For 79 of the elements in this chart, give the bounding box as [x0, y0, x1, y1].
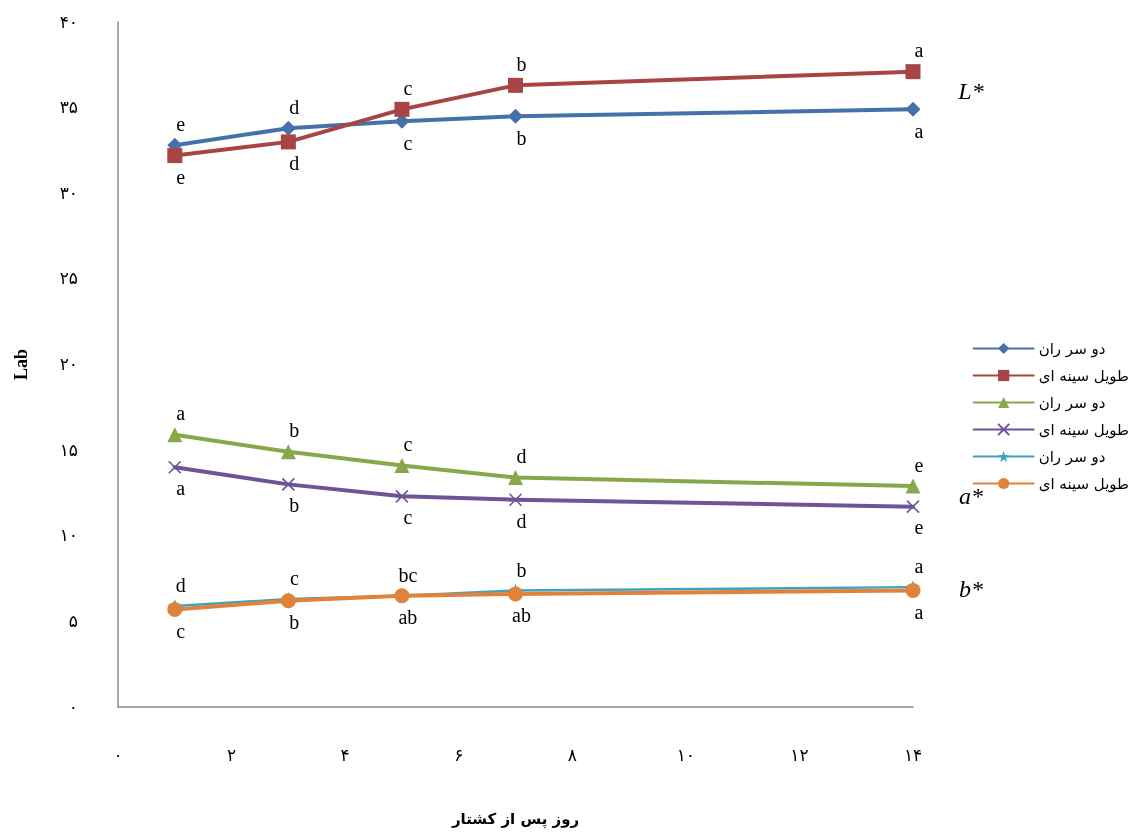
x-tick-label: ۰	[113, 746, 123, 765]
y-tick-label: ۳۰	[59, 183, 78, 203]
point	[508, 492, 523, 507]
point	[280, 120, 296, 136]
x-tick-label: ۴	[340, 746, 350, 765]
point	[508, 108, 523, 124]
x-tick-label: ۱۴	[903, 746, 923, 765]
data-label: c	[289, 567, 299, 590]
data-label: a	[914, 601, 924, 624]
data-label: e	[176, 166, 186, 189]
data-label: a	[176, 477, 186, 500]
y-tick-label: ۴۰	[59, 12, 78, 32]
point	[905, 64, 921, 80]
x-tick-label: ۱۲	[790, 746, 809, 765]
point	[906, 499, 920, 514]
point	[395, 489, 409, 504]
point	[905, 101, 921, 117]
data-label: d	[175, 573, 186, 596]
data-label: c	[403, 76, 413, 99]
point	[281, 477, 296, 492]
legend-label: دو سر ران	[1038, 447, 1106, 466]
y-tick-label: ۵	[68, 611, 78, 631]
data-label: b	[516, 126, 527, 149]
y-tick-label: ۱۵	[59, 440, 78, 460]
point	[394, 458, 410, 474]
x-tick-label: ۸	[567, 746, 577, 765]
data-label: a	[914, 39, 924, 62]
data-label: c	[176, 619, 186, 642]
data-label: ab	[512, 604, 531, 627]
y-tick-label: ۳۵	[59, 98, 78, 118]
data-label: b	[516, 558, 527, 581]
text: L*	[957, 77, 984, 104]
data-label: a	[914, 119, 924, 142]
y-tick-label: ۲۵	[59, 269, 78, 289]
data-label: b	[289, 419, 300, 442]
data-label: b	[289, 494, 300, 517]
y-tick-label: ۰	[68, 697, 78, 717]
y-tick-label: ۱۰	[59, 526, 78, 546]
point	[167, 601, 183, 617]
point	[905, 583, 921, 599]
point	[167, 148, 183, 164]
legend-label: طویل سینه ای	[1038, 366, 1130, 385]
data-label: e	[176, 112, 186, 135]
data-label: c	[403, 433, 413, 456]
data-label: c	[403, 131, 413, 154]
point	[508, 586, 523, 602]
data-label: ab	[398, 606, 418, 629]
data-label: d	[289, 95, 300, 118]
x-tick-label: ۱۰	[676, 746, 695, 765]
legend-label: طویل سینه ای	[1038, 474, 1130, 493]
data-label: e	[914, 516, 924, 539]
data-label: a	[176, 402, 186, 425]
x-axis-title: روز پس از کشتار	[450, 809, 580, 829]
point	[167, 427, 183, 443]
data-label: e	[914, 453, 924, 476]
y-tick-label: ۲۰	[59, 355, 78, 374]
x-tick-label: ۲	[227, 746, 237, 765]
x-tick-label: ۶	[454, 746, 464, 765]
point	[905, 478, 921, 494]
point	[280, 444, 296, 460]
data-label: b	[289, 611, 300, 634]
data-label: d	[516, 509, 527, 532]
point	[508, 77, 523, 93]
legend-label: طویل سینه ای	[1038, 420, 1130, 439]
text: b*	[959, 575, 983, 602]
point	[167, 460, 182, 475]
y-axis-title: Lab	[11, 348, 31, 381]
data-label: bc	[398, 563, 418, 586]
legend-label: دو سر ران	[1038, 339, 1106, 358]
text: a*	[959, 483, 983, 510]
data-label: d	[289, 152, 300, 175]
point	[394, 101, 410, 117]
data-label: a	[914, 555, 924, 578]
data-label: b	[516, 52, 527, 75]
data-label: c	[403, 506, 413, 529]
legend-label: دو سر ران	[1038, 393, 1106, 412]
data-label: d	[516, 445, 527, 468]
point	[508, 470, 523, 486]
point	[280, 134, 296, 150]
